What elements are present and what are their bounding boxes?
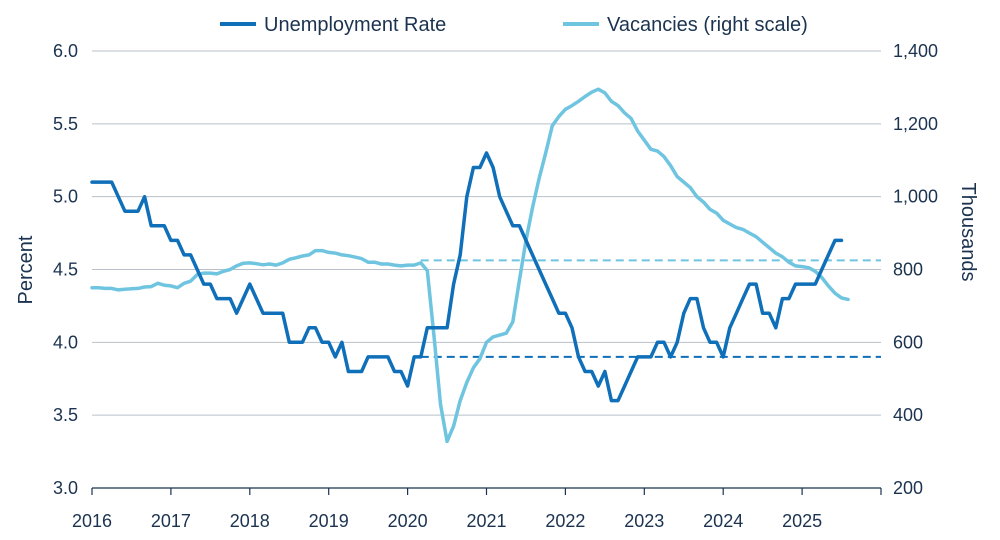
y-left-tick-label: 3.0: [53, 478, 78, 498]
legend-label: Unemployment Rate: [264, 14, 446, 36]
y-left-tick-label: 4.5: [53, 260, 78, 280]
x-tick-label: 2021: [466, 511, 506, 531]
x-tick-label: 2020: [388, 511, 428, 531]
legend: Unemployment Rate Vacancies (right scale): [220, 14, 808, 36]
x-tick-label: 2024: [703, 511, 743, 531]
y-right-tick-label: 600: [893, 332, 923, 352]
y-left-tick-label: 4.0: [53, 332, 78, 352]
y-left-tick-label: 6.0: [53, 41, 78, 61]
x-tick-label: 2023: [624, 511, 664, 531]
y-left-tick-label: 3.5: [53, 405, 78, 425]
x-tick-label: 2016: [72, 511, 112, 531]
y-right-tick-label: 400: [893, 405, 923, 425]
y-right-tick-label: 800: [893, 260, 923, 280]
y-right-tick-label: 1,200: [893, 114, 938, 134]
series-line: [90, 151, 844, 403]
y-axis-right: 200 400 600 800 1,000 1,200 1,400: [893, 41, 938, 498]
x-tick-label: 2025: [782, 511, 822, 531]
y-right-tick-label: 1,400: [893, 41, 938, 61]
x-tick-label: 2018: [230, 511, 270, 531]
reference-lines: [420, 259, 881, 358]
y-axis-right-title: Thousands: [957, 183, 979, 282]
y-axis-left-title: Percent: [15, 235, 37, 304]
y-axis-left: 3.0 3.5 4.0 4.5 5.0 5.5 6.0: [53, 41, 78, 498]
x-tick-label: 2017: [151, 511, 191, 531]
gridlines: [92, 50, 881, 416]
y-left-tick-label: 5.5: [53, 114, 78, 134]
x-axis: 2016 2017 2018 2019 2020 2021 2022 2023 2024 2025: [72, 487, 882, 531]
x-tick-label: 2022: [545, 511, 585, 531]
series-line: [90, 87, 850, 444]
series-lines: [90, 87, 850, 444]
x-tick-label: 2019: [309, 511, 349, 531]
legend-label: Vacancies (right scale): [607, 14, 808, 36]
y-left-tick-label: 5.0: [53, 187, 78, 207]
y-right-tick-label: 1,000: [893, 187, 938, 207]
y-right-tick-label: 200: [893, 478, 923, 498]
